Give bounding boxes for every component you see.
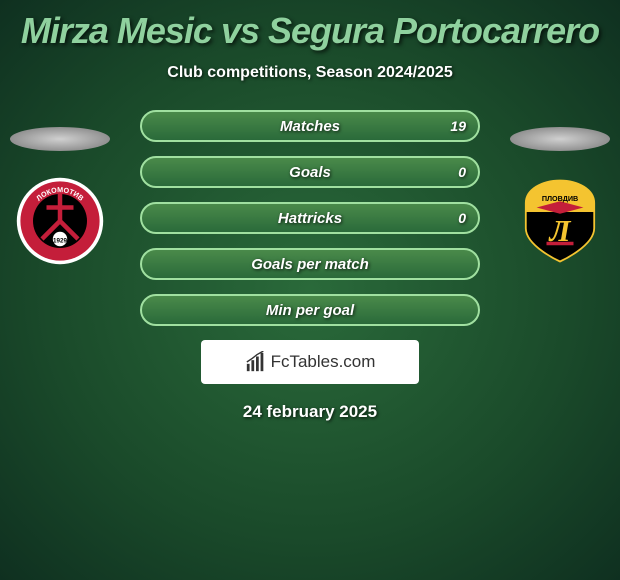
stat-right-value: 0 [458, 164, 466, 180]
stat-right-value: 0 [458, 210, 466, 226]
stat-row-matches: Matches 19 [140, 110, 480, 142]
watermark: FcTables.com [201, 340, 419, 384]
subtitle: Club competitions, Season 2024/2025 [0, 64, 620, 82]
date: 24 february 2025 [0, 402, 620, 422]
stat-row-min-per-goal: Min per goal [140, 294, 480, 326]
chart-icon [245, 351, 267, 373]
stat-row-goals: Goals 0 [140, 156, 480, 188]
shadow-ellipse-right [510, 127, 610, 151]
stats-container: Matches 19 Goals 0 Hattricks 0 Goals per… [140, 110, 480, 326]
watermark-text: FcTables.com [271, 352, 376, 372]
shadow-ellipse-left [10, 127, 110, 151]
stat-row-hattricks: Hattricks 0 [140, 202, 480, 234]
team-badge-right: ПЛОВДИВ Л [515, 176, 605, 266]
stat-label: Goals per match [251, 256, 369, 273]
stat-label: Matches [280, 118, 340, 135]
team-badge-left: 1929 ЛОКОМОТИВ [15, 176, 105, 266]
stat-label: Goals [289, 164, 331, 181]
stat-label: Hattricks [278, 210, 342, 227]
svg-text:1929: 1929 [53, 238, 68, 245]
stat-row-goals-per-match: Goals per match [140, 248, 480, 280]
svg-text:ПЛОВДИВ: ПЛОВДИВ [542, 194, 578, 203]
page-title: Mirza Mesic vs Segura Portocarrero [0, 0, 620, 52]
stat-label: Min per goal [266, 302, 354, 319]
stat-right-value: 19 [450, 118, 466, 134]
